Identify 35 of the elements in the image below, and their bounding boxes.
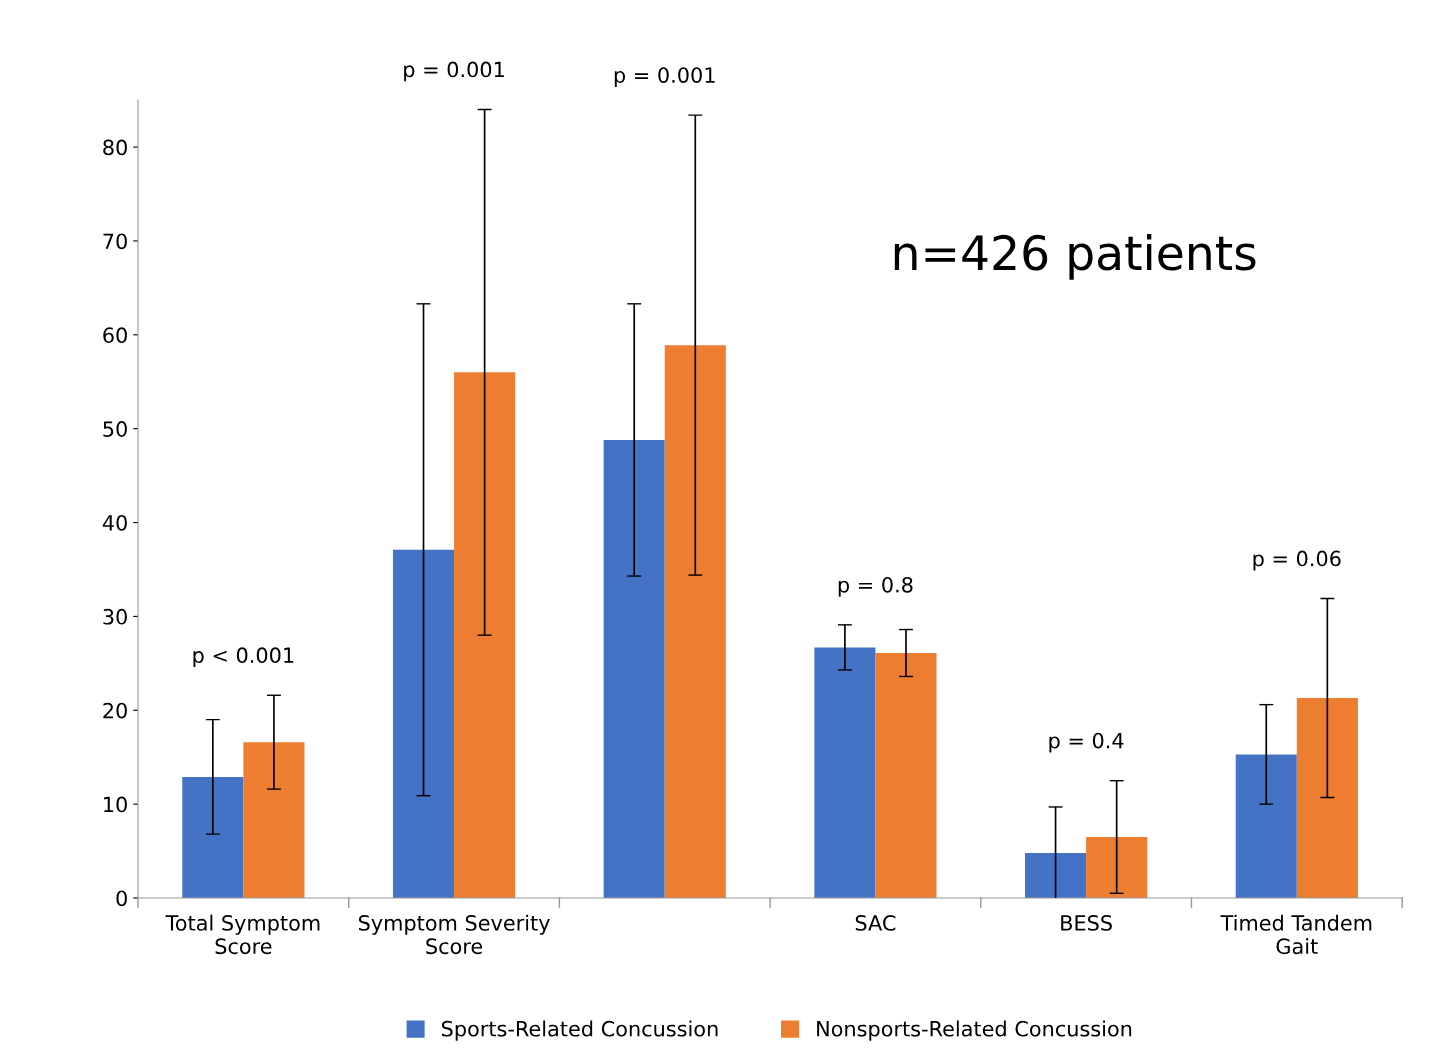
legend-label: Sports-Related Concussion	[441, 1020, 718, 1041]
annotation: p = 0.4	[1049, 732, 1124, 753]
x-tick-label: Timed Tandem Gait	[1220, 914, 1372, 955]
annotation: p < 0.001	[193, 647, 294, 668]
x-tick-label: Total Symptom Score	[165, 914, 320, 955]
annotation: p = 0.06	[1253, 550, 1341, 571]
y-tick-label: 70	[103, 233, 127, 250]
y-tick-label: 30	[103, 608, 127, 625]
x-tick-label: SAC	[855, 915, 896, 931]
y-tick-label: 40	[102, 514, 127, 531]
bar	[875, 653, 937, 899]
bar	[664, 345, 726, 899]
bar	[182, 776, 244, 899]
bar	[392, 549, 455, 899]
x-tick-label: BESS	[1061, 915, 1112, 931]
y-tick-label: 10	[104, 796, 127, 813]
annotation: n=426 patients	[894, 234, 1256, 280]
bar	[454, 372, 516, 899]
bar	[603, 439, 665, 899]
text: p = 0.001	[614, 67, 715, 87]
annotation: p = 0.8	[838, 576, 913, 597]
y-tick-label: 0	[116, 890, 127, 907]
legend-label: Nonsports-Related Concussion	[817, 1020, 1132, 1041]
text: p = 0.001	[404, 61, 504, 82]
bar	[1025, 852, 1087, 899]
y-tick-label: 50	[103, 421, 127, 437]
y-tick-label: 60	[103, 327, 127, 344]
bar	[1296, 698, 1358, 899]
x-tick-label: Symptom Severity Score	[358, 914, 550, 955]
bar	[1086, 836, 1148, 899]
y-tick-label: 80	[103, 139, 127, 156]
bar	[243, 742, 305, 899]
bar	[814, 647, 876, 899]
bar	[1235, 754, 1297, 899]
y-tick-label: 20	[103, 702, 127, 719]
